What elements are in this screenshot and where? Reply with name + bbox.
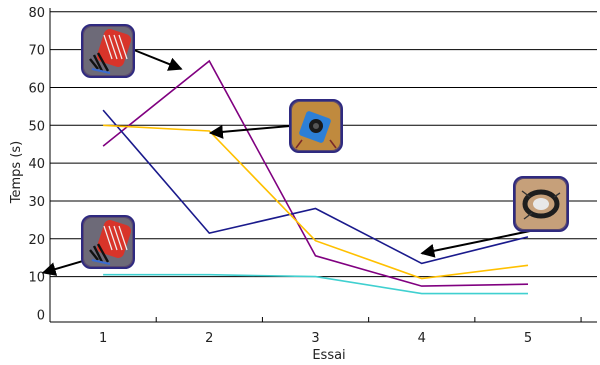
- series-line-3: [103, 124, 529, 280]
- annotation-arrow: [208, 124, 291, 139]
- glove-fingers: [89, 243, 110, 263]
- glove-stripe: [113, 225, 123, 251]
- glove-stripe: [118, 225, 128, 251]
- glove-stripe: [108, 34, 118, 60]
- glove-stripe: [103, 34, 113, 60]
- series-line-2: [102, 109, 529, 265]
- y-tick-label: 30: [28, 195, 45, 210]
- joystick-knob-top: [313, 123, 319, 129]
- x-tick-label: 2: [205, 331, 213, 346]
- ring-wires: [521, 190, 561, 220]
- x-tick-label: 3: [311, 331, 319, 346]
- y-tick-label: 70: [28, 44, 45, 59]
- glove-fingers: [89, 52, 110, 72]
- annotation-icons: [81, 24, 569, 269]
- x-axis-title: Essai: [312, 348, 345, 363]
- x-tick-label: 1: [99, 331, 107, 346]
- ring-center: [533, 198, 549, 210]
- glove-cable: [91, 259, 111, 265]
- glove-cable: [91, 68, 111, 74]
- glove-stripe: [108, 225, 118, 251]
- red-robotic-glove-icon: [81, 215, 135, 269]
- ring-outer: [522, 189, 560, 219]
- y-tick-label: 10: [28, 271, 45, 286]
- x-tick-label: 5: [524, 331, 532, 346]
- annotation-arrow: [420, 230, 531, 258]
- glove-stripe: [118, 34, 128, 60]
- joystick-wires: [295, 139, 337, 149]
- y-tick-label: 20: [28, 233, 45, 248]
- series-lines: [102, 59, 529, 295]
- gridlines: [50, 11, 597, 278]
- x-tick-labels: 1 2 3 4 5: [99, 331, 532, 346]
- blue-joystick-icon: [289, 99, 343, 153]
- y-tick-label: 60: [28, 81, 45, 96]
- y-tick-labels: 0 10 20 30 40 50 60 70 80: [28, 6, 45, 324]
- glove-stripe: [103, 225, 113, 251]
- y-tick-label: 40: [28, 157, 45, 172]
- y-axis-title: Temps (s): [9, 141, 24, 204]
- y-tick-label: 50: [28, 119, 45, 134]
- black-ring-controller-icon: [513, 176, 569, 232]
- glove-stripe: [113, 34, 123, 60]
- series-line-4: [103, 273, 528, 295]
- x-tick-label: 4: [418, 331, 426, 346]
- y-tick-label: 80: [28, 6, 45, 21]
- y-tick-label: 0: [37, 308, 45, 323]
- annotation-arrow: [133, 49, 183, 71]
- red-robotic-glove-icon: [81, 24, 135, 78]
- series-line-1: [102, 59, 529, 287]
